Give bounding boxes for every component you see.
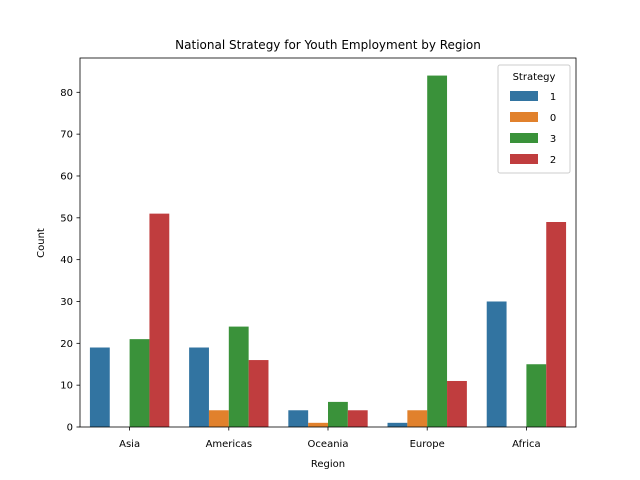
bar-oceania-2 [347, 410, 368, 427]
x-axis-ticks: Asia Americas Oceania Europe Africa [119, 427, 541, 450]
legend: Strategy 1 0 3 2 [497, 64, 571, 174]
x-tick-label: Africa [512, 439, 541, 450]
y-tick-label: 30 [60, 297, 73, 308]
y-axis-label: Count [36, 228, 47, 258]
legend-swatch-0 [510, 112, 538, 122]
bar-americas-0 [208, 410, 229, 427]
bar-europe-0 [407, 410, 428, 427]
bar-americas-3 [228, 326, 249, 427]
bar-europe-1 [387, 422, 408, 427]
y-axis-ticks: 0 10 20 30 40 50 60 70 80 [60, 88, 80, 434]
bar-africa-1 [486, 301, 507, 427]
legend-swatch-1 [510, 91, 538, 101]
bar-europe-2 [447, 380, 467, 427]
legend-label-2: 2 [550, 155, 556, 166]
legend-label-3: 3 [550, 134, 556, 145]
bar-americas-2 [248, 360, 269, 427]
legend-label-1: 1 [550, 92, 556, 103]
bars [89, 75, 567, 427]
chart-title: National Strategy for Youth Employment b… [175, 38, 481, 52]
bar-africa-2 [546, 222, 567, 427]
legend-swatch-2 [510, 154, 538, 164]
y-tick-label: 50 [60, 213, 73, 224]
y-tick-label: 40 [60, 255, 73, 266]
x-tick-label: Asia [119, 439, 140, 450]
bar-americas-1 [189, 347, 209, 427]
bar-oceania-3 [328, 401, 348, 427]
bar-asia-1 [89, 347, 110, 427]
y-tick-label: 10 [60, 381, 73, 392]
y-tick-label: 20 [60, 339, 73, 350]
y-tick-label: 0 [67, 423, 73, 434]
bar-asia-2 [149, 213, 170, 427]
x-tick-label: Europe [410, 439, 445, 450]
x-tick-label: Oceania [308, 439, 349, 450]
x-tick-label: Americas [206, 439, 252, 450]
bar-asia-3 [129, 339, 150, 427]
legend-swatch-3 [510, 133, 538, 143]
plot-frame [79, 57, 577, 428]
bar-europe-3 [427, 75, 448, 427]
y-tick-label: 60 [60, 171, 73, 182]
y-tick-label: 80 [60, 88, 73, 99]
bar-oceania-0 [308, 422, 328, 427]
bar-africa-3 [526, 364, 547, 427]
y-tick-label: 70 [60, 130, 73, 141]
legend-title: Strategy [513, 72, 556, 83]
bar-oceania-1 [288, 410, 309, 427]
legend-label-0: 0 [550, 113, 556, 124]
x-axis-label: Region [311, 459, 345, 470]
